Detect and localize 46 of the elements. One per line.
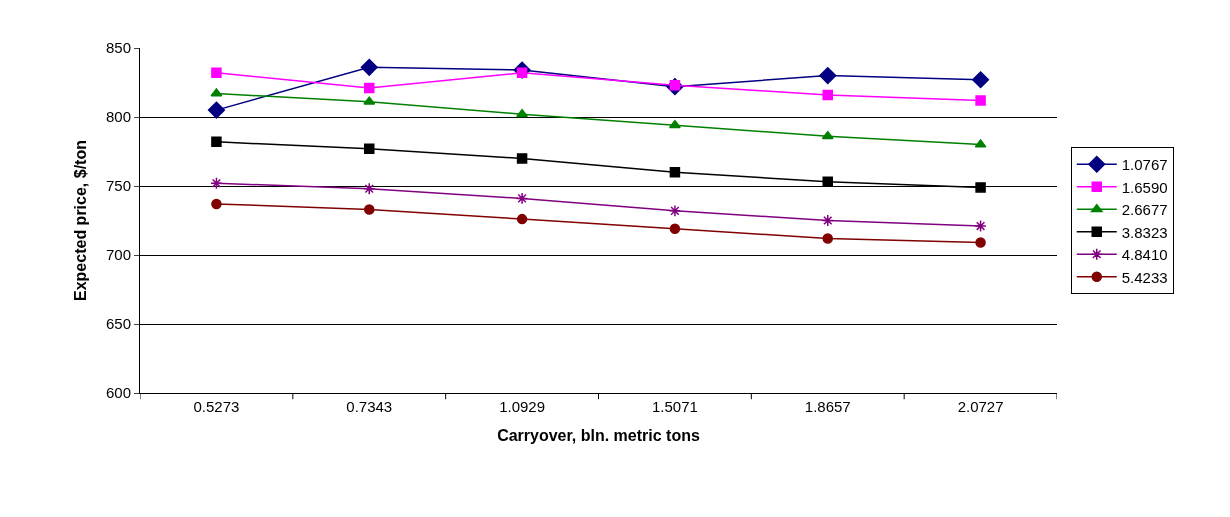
legend-label: 4.8410 [1121,246,1168,264]
point [972,71,990,89]
point [516,213,528,225]
y-axis-title: Expected price, $/ton [71,140,89,301]
point [975,182,986,193]
point [210,177,223,190]
point [822,233,833,244]
point [364,82,375,94]
point [669,166,681,178]
x-tick-label: 0.5273 [193,398,240,415]
point [363,182,376,195]
point [819,67,837,85]
point [975,95,986,106]
point [364,204,375,215]
x-axis-title: Carryover, bln. metric tons [497,426,700,444]
y-tick-label: 650 [105,315,131,333]
point [207,101,225,119]
legend-label: 1.0767 [1121,156,1168,174]
y-tick-label: 800 [105,108,131,126]
point [211,198,222,210]
point [364,143,375,154]
y-tick-label: 750 [105,177,131,195]
y-tick-label: 700 [105,246,131,264]
point [821,214,834,227]
x-tick-label: 2.0727 [957,398,1004,415]
x-tick-label: 1.8657 [804,398,851,415]
y-tick-label: 600 [105,384,131,402]
point [516,153,528,164]
legend-label: 3.8323 [1121,223,1168,241]
legend-label: 5.4233 [1121,268,1168,286]
point [515,192,529,205]
point [360,58,378,76]
point [516,108,529,118]
x-tick-label: 1.0929 [499,398,546,415]
y-tick-label: 850 [105,39,131,57]
legend-label: 2.6677 [1121,201,1168,219]
point [975,237,986,248]
point [211,136,222,148]
point [974,219,987,233]
point [211,67,222,79]
point [822,89,833,101]
x-tick-label: 1.5071 [651,398,698,415]
x-tick-label: 0.7343 [346,398,393,415]
point [668,204,682,217]
legend-label: 1.6590 [1121,178,1168,196]
point [669,223,681,235]
